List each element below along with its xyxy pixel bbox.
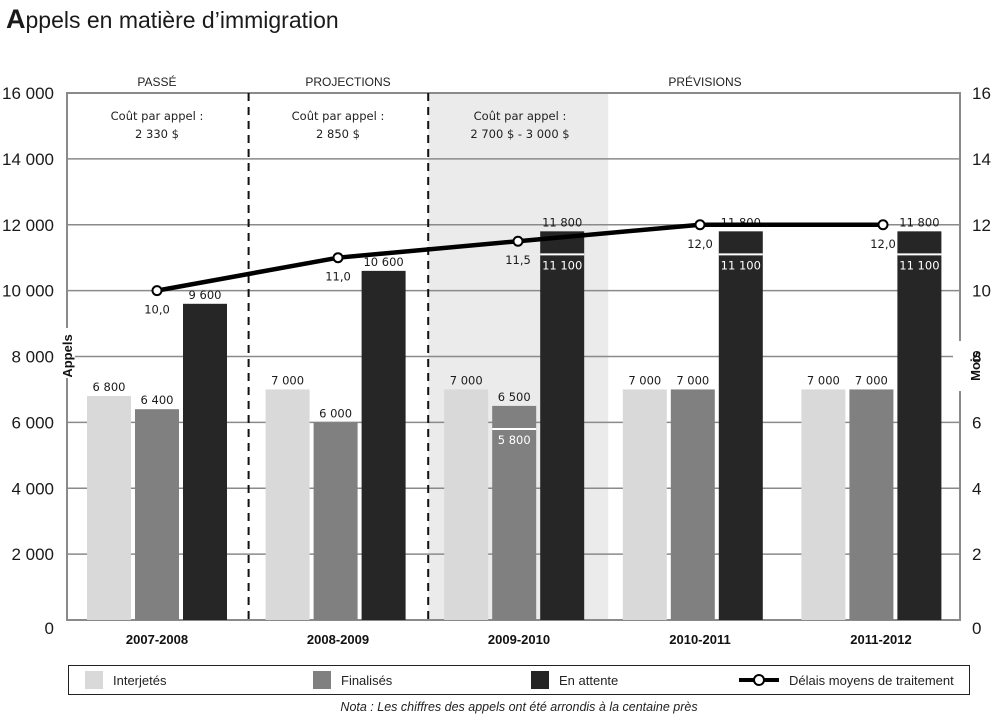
y2-tick-label: 4 [972,479,981,498]
cost-annotation-line1: Coût par appel : [292,109,385,123]
legend-swatch-interjetes [85,671,103,689]
bar-en-attente-value-label: 11 800 [899,215,939,229]
legend-item-interjetes: Interjetés [85,671,166,689]
period-label: PASSÉ [137,74,176,89]
bar-interjetes-value-label: 6 800 [93,380,126,394]
y-tick-label: 4 000 [11,479,54,498]
y2-tick-label: 12 [972,216,991,235]
x-category-label: 2008-2009 [307,632,369,647]
line-delais-value-label: 10,0 [144,303,170,317]
bar-interjetes [444,389,489,620]
period-label: PRÉVISIONS [668,74,741,89]
legend-label-delais: Délais moyens de traitement [789,672,954,688]
bar-en-attente-value-label: 11 800 [721,215,761,229]
y2-tick-label: 8 [972,348,981,367]
legend-label-interjetes: Interjetés [113,672,167,688]
line-delais-point [512,235,524,247]
bar-interjetes-value-label: 7 000 [807,373,840,387]
bar-en-attente [718,231,763,620]
bar-en-attente-range-low-label: 11 100 [542,258,582,272]
line-delais-point [877,219,889,231]
legend-item-en-attente: En attente [531,671,618,689]
bar-finalises-range-low-label: 5 800 [498,433,531,447]
line-delais-value-label: 12,0 [870,237,896,251]
chart-title-rest: ppels en matière d’immigration [25,7,339,33]
y-tick-label: 0 [45,619,54,638]
x-category-label: 2011-2012 [850,632,911,647]
bar-finalises-value-label: 6 000 [319,406,352,420]
bar-finalises-value-label: 6 400 [141,393,174,407]
legend-swatch-finalises [313,671,331,689]
bar-finalises [849,389,894,620]
legend-label-finalises: Finalisés [341,672,393,688]
bar-interjetes [622,389,667,620]
x-category-label: 2007-2008 [126,632,188,647]
bar-en-attente-value-label: 11 800 [542,215,582,229]
y2-tick-label: 2 [972,545,981,564]
cost-annotation-line2: 2 330 $ [135,127,179,141]
bar-en-attente-range-low-label: 11 100 [721,258,761,272]
y-tick-label: 6 000 [11,413,54,432]
line-delais-value-label: 11,0 [325,270,351,284]
bar-finalises [313,422,358,620]
bar-interjetes [801,389,846,620]
bar-interjetes [87,396,131,620]
bar-finalises-value-label: 6 500 [498,390,531,404]
y-tick-label: 16 000 [2,84,54,103]
y2-tick-label: 16 [972,84,991,103]
bar-interjetes-value-label: 7 000 [628,373,661,387]
y-tick-label: 12 000 [2,216,54,235]
y-tick-label: 10 000 [2,282,54,301]
y-tick-label: 2 000 [11,545,54,564]
y-tick-label: 8 000 [11,348,54,367]
bar-en-attente-value-label: 9 600 [189,288,222,302]
legend-swatch-en-attente [531,671,549,689]
y2-tick-label: 0 [972,619,981,638]
cost-annotation-line2: 2 700 $ - 3 000 $ [470,127,569,141]
line-delais-point [694,219,706,231]
bar-interjetes [265,389,310,620]
y-tick-label: 14 000 [2,150,54,169]
bar-en-attente [897,231,942,620]
bar-en-attente [183,303,227,620]
period-label: PROJECTIONS [305,75,390,89]
legend: Interjetés Finalisés En attente Délais m… [68,665,970,695]
y2-tick-label: 14 [972,150,991,169]
y2-tick-label: 10 [972,282,991,301]
bar-en-attente-value-label: 10 600 [363,255,403,269]
legend-label-en-attente: En attente [559,672,619,688]
y-axis-title-bg [61,328,75,378]
bar-finalises [135,409,179,620]
bar-en-attente [540,231,585,620]
legend-item-delais: Délais moyens de traitement [739,671,954,689]
cost-annotation-line1: Coût par appel : [111,109,204,123]
x-category-label: 2010-2011 [669,632,730,647]
y2-axis-title-bg [953,341,967,391]
x-category-label: 2009-2010 [488,632,550,647]
y2-tick-label: 6 [972,413,981,432]
bar-finalises-value-label: 7 000 [676,373,709,387]
bar-en-attente [361,270,406,620]
bar-finalises-value-label: 7 000 [855,373,888,387]
bar-finalises [670,389,715,620]
legend-line-marker-icon [739,671,779,689]
bar-interjetes-value-label: 7 000 [271,373,304,387]
line-delais-point [332,252,344,264]
chart-title: Appels en matière d’immigration [6,4,339,35]
y2-axis-title: Mois [968,351,983,381]
cost-annotation-line2: 2 850 $ [316,127,360,141]
line-delais-point [151,285,163,297]
bar-en-attente-range-low-label: 11 100 [899,258,939,272]
chart-title-initial: A [6,4,26,34]
bar-interjetes-value-label: 7 000 [450,373,483,387]
cost-annotation-line1: Coût par appel : [474,109,567,123]
footnote: Nota : Les chiffres des appels ont été a… [340,700,698,714]
legend-item-finalises: Finalisés [313,671,392,689]
bar-finalises [492,405,537,620]
y-axis-title: Appels [60,334,75,377]
line-delais-value-label: 11,5 [505,253,531,267]
line-delais-value-label: 12,0 [687,237,713,251]
